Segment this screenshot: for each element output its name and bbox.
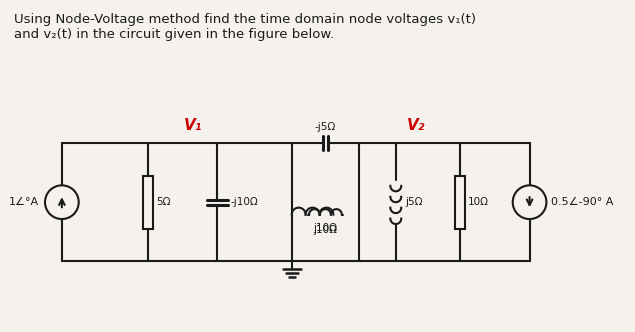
Text: j10Ω: j10Ω xyxy=(314,224,337,234)
Text: 5Ω: 5Ω xyxy=(156,197,170,207)
Text: V₂: V₂ xyxy=(406,118,425,133)
Text: Using Node-Voltage method find the time domain node voltages v₁(t): Using Node-Voltage method find the time … xyxy=(15,13,476,26)
Text: j10Ω: j10Ω xyxy=(314,223,337,233)
Bar xyxy=(143,176,153,229)
Text: j5Ω: j5Ω xyxy=(405,197,423,207)
Text: 10Ω: 10Ω xyxy=(468,197,489,207)
Text: -j10Ω: -j10Ω xyxy=(231,197,258,207)
Text: 0.5∠-90° A: 0.5∠-90° A xyxy=(551,197,614,207)
Text: and v₂(t) in the circuit given in the figure below.: and v₂(t) in the circuit given in the fi… xyxy=(15,28,335,41)
Bar xyxy=(455,176,465,229)
Text: V₁: V₁ xyxy=(184,118,202,133)
Text: 1∠°A: 1∠°A xyxy=(9,197,39,207)
Text: -j5Ω: -j5Ω xyxy=(315,122,336,132)
